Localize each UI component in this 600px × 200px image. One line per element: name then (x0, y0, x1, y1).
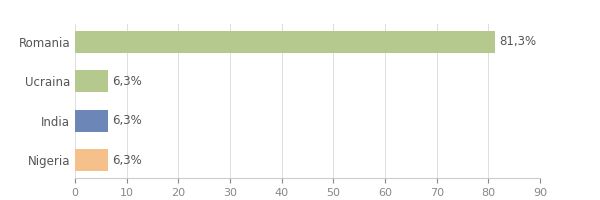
Bar (75, 70, 107, 92)
Text: 6,3%: 6,3% (112, 75, 142, 88)
Bar (75, 149, 107, 171)
Text: 6,3%: 6,3% (112, 114, 142, 127)
Bar (75, 110, 107, 132)
Text: 81,3%: 81,3% (499, 35, 536, 48)
Bar (75, 31, 495, 53)
Text: 6,3%: 6,3% (112, 154, 142, 167)
